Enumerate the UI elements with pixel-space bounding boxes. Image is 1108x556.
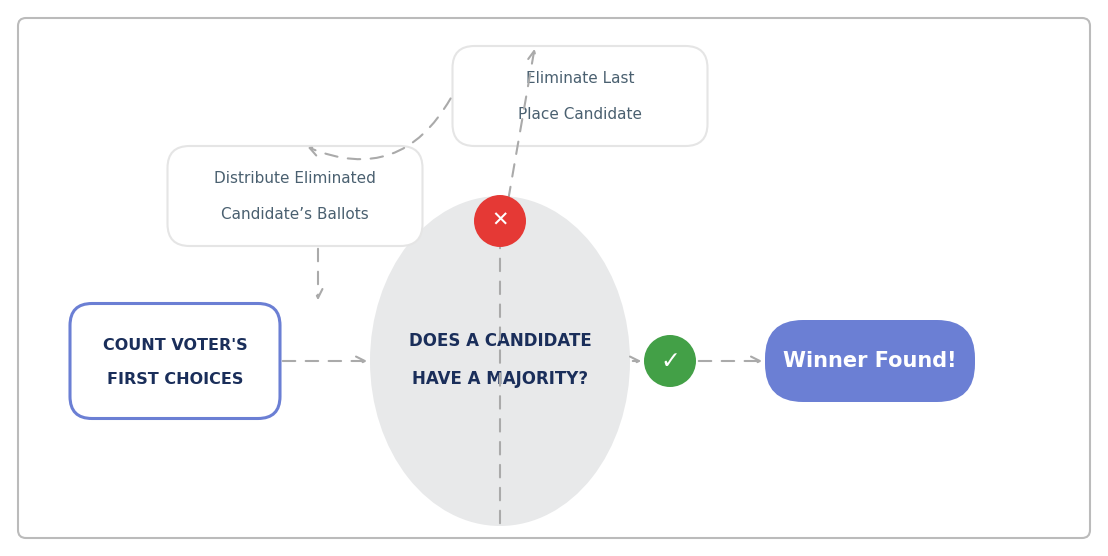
Text: Winner Found!: Winner Found!: [783, 351, 956, 371]
Text: DOES A CANDIDATE: DOES A CANDIDATE: [409, 332, 592, 350]
Circle shape: [474, 195, 526, 247]
Text: ✕: ✕: [491, 211, 509, 231]
FancyBboxPatch shape: [167, 146, 422, 246]
Text: Distribute Eliminated: Distribute Eliminated: [214, 171, 376, 186]
Text: Place Candidate: Place Candidate: [519, 107, 642, 122]
FancyBboxPatch shape: [18, 18, 1090, 538]
Text: FIRST CHOICES: FIRST CHOICES: [106, 371, 243, 386]
FancyBboxPatch shape: [70, 304, 280, 419]
FancyBboxPatch shape: [765, 320, 975, 402]
Text: HAVE A MAJORITY?: HAVE A MAJORITY?: [412, 370, 588, 388]
Text: Candidate’s Ballots: Candidate’s Ballots: [222, 206, 369, 221]
FancyBboxPatch shape: [452, 46, 708, 146]
Text: ✓: ✓: [660, 349, 680, 373]
Text: COUNT VOTER'S: COUNT VOTER'S: [103, 339, 247, 354]
Ellipse shape: [370, 196, 630, 526]
Text: Eliminate Last: Eliminate Last: [526, 71, 634, 86]
Circle shape: [644, 335, 696, 387]
